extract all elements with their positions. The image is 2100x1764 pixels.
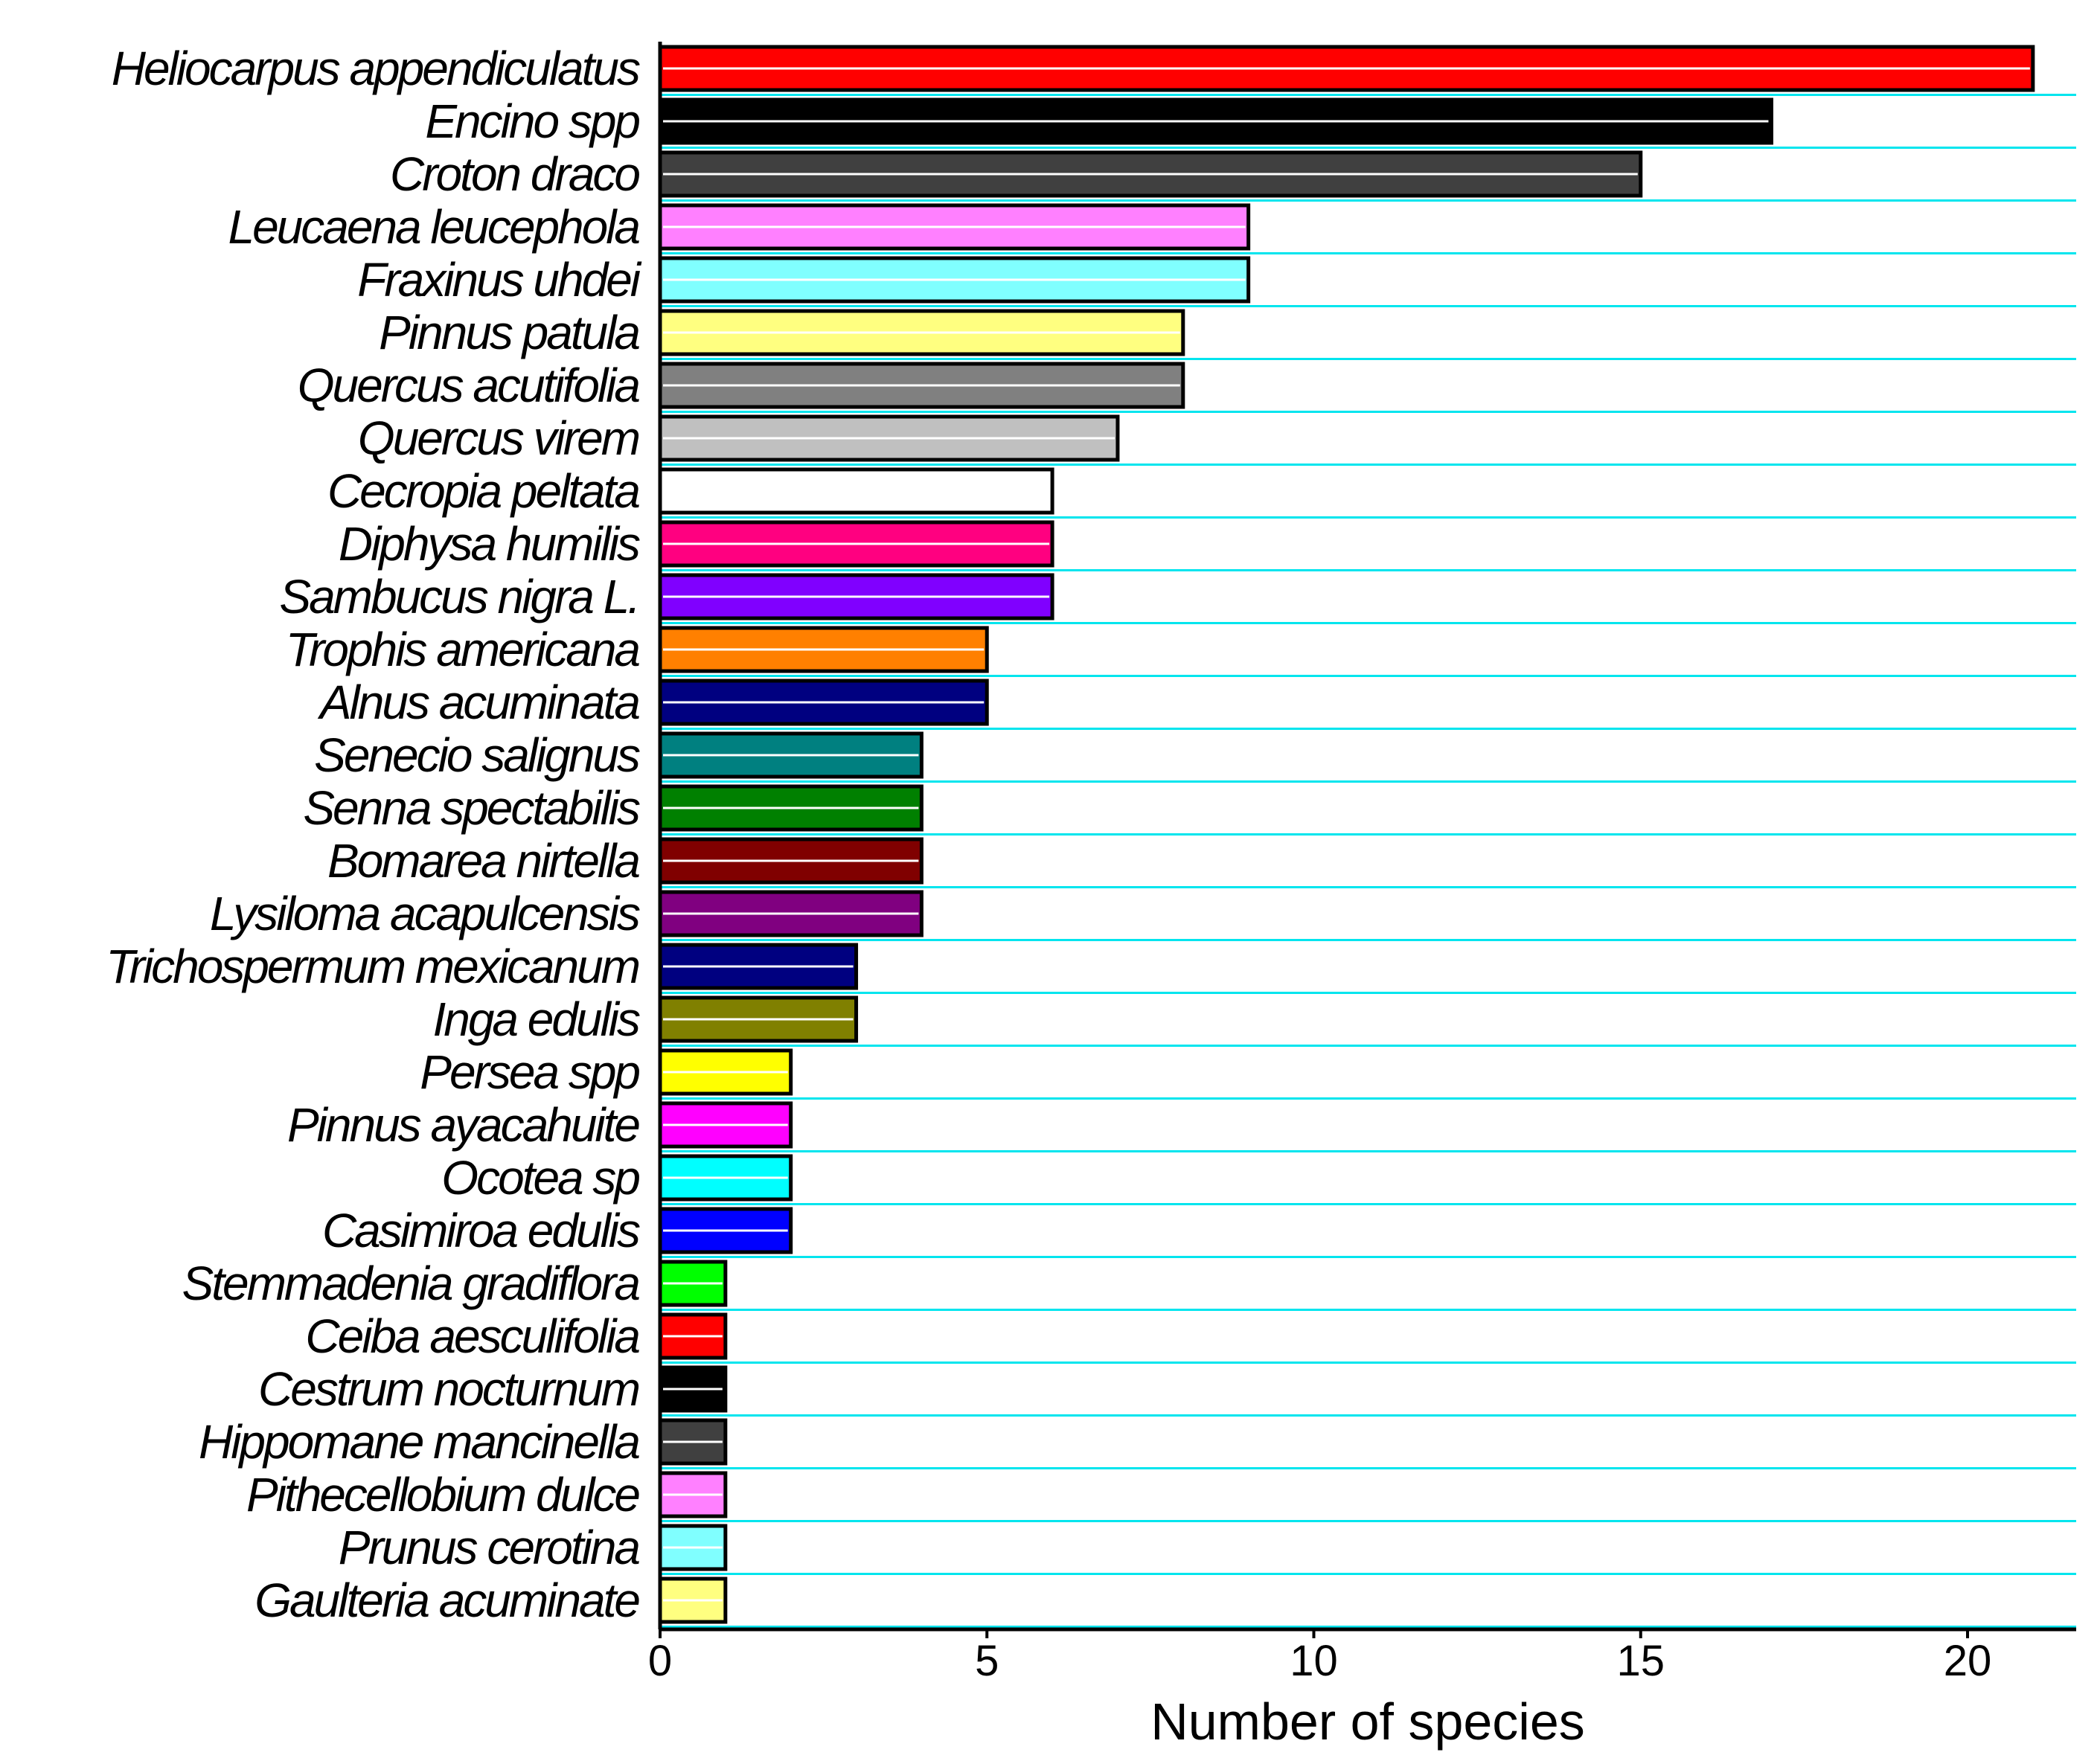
category-label: Cecropia peltata bbox=[327, 464, 639, 518]
bar-group bbox=[658, 309, 1185, 356]
axes bbox=[658, 42, 2076, 1632]
x-tick-label: 5 bbox=[975, 1637, 999, 1685]
category-label: Pinnus patula bbox=[379, 306, 639, 359]
category-label: Leucaena leucephola bbox=[228, 200, 639, 254]
bar-group bbox=[658, 1260, 728, 1307]
bar-group bbox=[658, 731, 923, 779]
category-label: Ocotea sp bbox=[441, 1151, 639, 1205]
bar-group bbox=[658, 362, 1185, 409]
category-label: Sambucus nigra L. bbox=[279, 570, 638, 623]
category-label: Pinnus ayacahuite bbox=[287, 1098, 639, 1152]
category-label: Senna spectabilis bbox=[303, 781, 640, 835]
bar-group bbox=[658, 837, 923, 885]
bar-group bbox=[658, 1524, 728, 1571]
bar-group bbox=[658, 1048, 793, 1096]
category-label: Quercus acutifolia bbox=[298, 359, 640, 412]
category-label: Cestrum nocturnum bbox=[258, 1362, 639, 1416]
bar-group bbox=[658, 573, 1054, 620]
category-label: Heliocarpus appendiculatus bbox=[112, 42, 640, 95]
bar-group bbox=[658, 520, 1054, 568]
bar-group bbox=[658, 943, 859, 990]
category-label: Encino spp bbox=[425, 94, 639, 148]
category-label: Trophis americana bbox=[286, 623, 640, 676]
category-label: Croton draco bbox=[390, 147, 639, 201]
bar-group bbox=[658, 679, 989, 726]
x-tick-label: 20 bbox=[1944, 1637, 1992, 1685]
x-tick-label: 15 bbox=[1616, 1637, 1665, 1685]
bar-group bbox=[658, 467, 1054, 515]
bar-group bbox=[658, 890, 923, 937]
bar-group bbox=[658, 1365, 728, 1413]
category-label: Inga edulis bbox=[432, 992, 640, 1046]
category-label: Quercus virem bbox=[358, 411, 639, 465]
bar-group bbox=[658, 1471, 728, 1518]
bar-group bbox=[658, 1101, 793, 1149]
bar-group bbox=[658, 1577, 728, 1624]
bars bbox=[658, 45, 2035, 1624]
category-label: Trichospermum mexicanum bbox=[106, 940, 638, 993]
category-label: Bomarea nirtella bbox=[327, 834, 639, 888]
x-tick-label: 10 bbox=[1290, 1637, 1338, 1685]
category-label: Hippomane mancinella bbox=[199, 1415, 639, 1469]
bar-group bbox=[658, 45, 2035, 92]
category-label: Senecio salignus bbox=[314, 728, 640, 782]
gridlines bbox=[660, 94, 2076, 1628]
category-label: Ceiba aesculifolia bbox=[305, 1309, 639, 1363]
x-axis-title: Number of species bbox=[1150, 1693, 1585, 1751]
category-label: Fraxinus uhdei bbox=[357, 253, 642, 307]
bar-group bbox=[658, 203, 1251, 251]
category-label: Pithecellobium dulce bbox=[246, 1468, 639, 1521]
bar-group bbox=[658, 1207, 793, 1254]
category-label: Gaulteria acuminate bbox=[255, 1574, 639, 1627]
bar-group bbox=[658, 1418, 728, 1466]
bar-group bbox=[658, 995, 859, 1043]
category-label: Diphysa humilis bbox=[339, 517, 640, 571]
category-label: Stemmadenia gradiflora bbox=[182, 1257, 640, 1310]
bar-group bbox=[658, 1312, 728, 1360]
category-label: Prunus cerotina bbox=[339, 1521, 640, 1574]
bar-group bbox=[658, 626, 989, 673]
bar-group bbox=[658, 150, 1643, 198]
category-label: Casimiroa edulis bbox=[322, 1204, 640, 1257]
category-label: Persea spp bbox=[420, 1045, 639, 1099]
bar-group bbox=[658, 414, 1120, 462]
x-axis-ticks: 0 5 10 15 20 bbox=[648, 1629, 1991, 1685]
category-label: Lysiloma acapulcensis bbox=[210, 887, 640, 940]
bar-group bbox=[658, 784, 923, 832]
x-tick-label: 0 bbox=[648, 1637, 672, 1685]
bar-group bbox=[658, 97, 1773, 145]
category-label: Alnus acuminata bbox=[317, 676, 640, 729]
bar-group bbox=[658, 1154, 793, 1202]
bar-group bbox=[658, 256, 1251, 304]
